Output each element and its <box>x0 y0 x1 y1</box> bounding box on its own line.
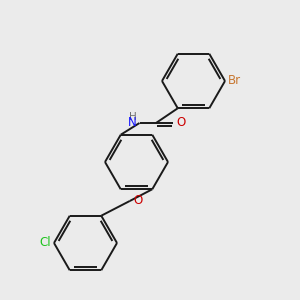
Text: O: O <box>176 116 185 130</box>
Text: O: O <box>133 194 142 208</box>
Text: Cl: Cl <box>39 236 51 250</box>
Text: H: H <box>129 112 136 122</box>
Text: N: N <box>128 116 136 130</box>
Text: Br: Br <box>228 74 241 88</box>
